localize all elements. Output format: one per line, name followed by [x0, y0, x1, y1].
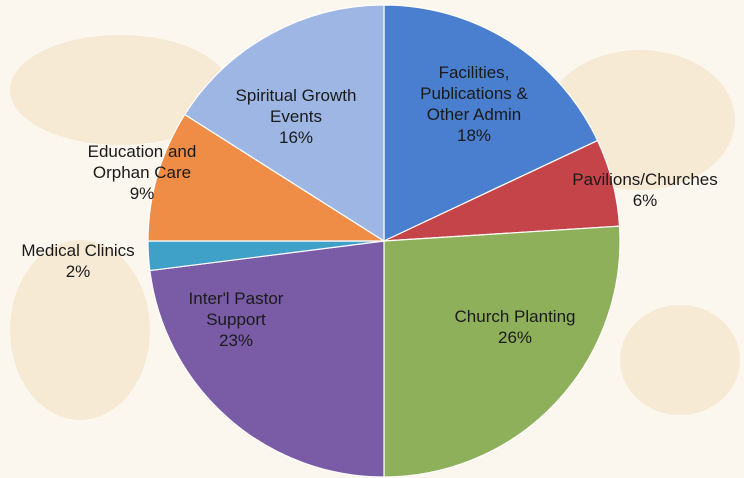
pie-slice-0 [383, 4, 599, 242]
slice-percent: 26% [498, 328, 532, 347]
slice-percent: 18% [457, 126, 491, 145]
slice-label-5: Education and Orphan Care 9% [88, 142, 197, 203]
slice-label-3: Inter'l Pastor Support 23% [189, 289, 284, 350]
slice-label-0: Facilities, Publications & Other Admin 18% [420, 63, 528, 145]
slice-percent: 9% [130, 184, 155, 203]
slice-percent: 16% [279, 128, 313, 147]
pie-slice-2 [383, 225, 621, 478]
slice-name-line: Medical Clinics [21, 241, 134, 260]
slice-name-line: Support [206, 310, 266, 329]
slice-label-2: Church Planting 26% [455, 307, 576, 347]
slice-name-line: Publications & [420, 84, 528, 103]
slice-name-line: Other Admin [427, 105, 522, 124]
slice-name-line: Pavilions/Churches [572, 170, 718, 189]
slice-label-1: Pavilions/Churches 6% [572, 170, 718, 210]
slice-label-4: Medical Clinics 2% [21, 241, 134, 281]
slice-name-line: Facilities, [439, 63, 510, 82]
slice-percent: 6% [633, 191, 658, 210]
slice-name-line: Spiritual Growth [236, 86, 357, 105]
slice-name-line: Orphan Care [93, 163, 191, 182]
slice-name-line: Education and [88, 142, 197, 161]
pie-slices [147, 4, 621, 478]
slice-name-line: Events [270, 107, 322, 126]
pie-slice-6 [183, 4, 385, 243]
slice-label-6: Spiritual Growth Events 16% [236, 86, 357, 147]
slice-name-line: Church Planting [455, 307, 576, 326]
pie-slice-3 [149, 240, 385, 478]
pie-labels: Facilities, Publications & Other Admin 18% P… [21, 63, 717, 350]
pie-slice-5 [147, 113, 387, 242]
slice-percent: 23% [219, 331, 253, 350]
slice-percent: 2% [66, 262, 91, 281]
slice-name-line: Inter'l Pastor [189, 289, 284, 308]
